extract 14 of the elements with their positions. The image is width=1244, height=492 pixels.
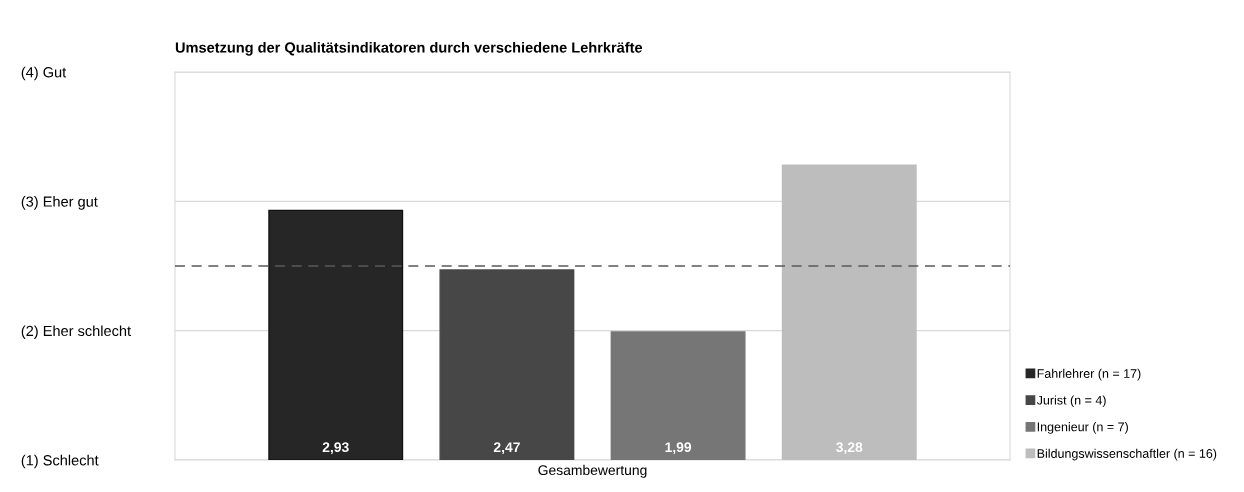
chart-title: Umsetzung der Qualitätsindikatoren durch verschiedene Lehrkräfte [175,41,643,56]
y-tick-label: (1) Schlecht [21,454,99,469]
data-label: 2,93 [322,442,349,455]
y-tick-label: (3) Eher gut [21,196,98,210]
x-tick-label: Gesambewertung [538,464,647,478]
data-label: 3,28 [836,442,863,455]
y-tick-label: (4) Gut [21,66,67,81]
legend-label: Jurist (n = 4) [1036,395,1106,408]
legend-label: Fahrlehrer (n = 17) [1037,368,1141,381]
legend-label: Ingenieur (n = 7) [1037,422,1128,434]
legend-label: Bildungswissenschaftler (n = 16) [1037,448,1217,461]
data-label: 1,99 [665,442,692,455]
data-label: 2,47 [493,442,520,455]
y-tick-label: (2) Eher schlecht [21,325,131,339]
